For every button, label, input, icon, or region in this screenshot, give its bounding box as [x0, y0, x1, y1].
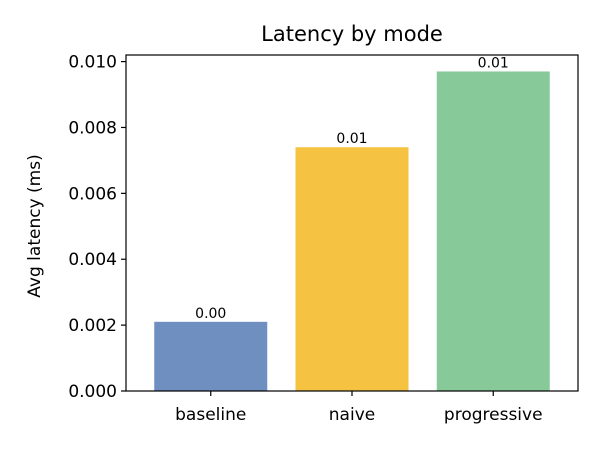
plot-area-frame [125, 54, 579, 392]
bar-labels-layer: 0.00 0.01 0.01 [195, 55, 509, 321]
x-tick-label-progressive: progressive [444, 405, 543, 425]
x-axis-ticks: baseline naive progressive [175, 391, 543, 425]
y-tick-label: 0.010 [68, 53, 117, 73]
bar-baseline [154, 321, 268, 391]
x-tick-label-naive: naive [329, 405, 375, 425]
y-tick-label: 0.002 [68, 316, 117, 336]
bar-value-label-baseline: 0.00 [195, 306, 226, 322]
y-tick-label: 0.006 [68, 184, 117, 204]
y-axis-ticks: 0.000 0.002 0.004 0.006 0.008 0.010 [68, 53, 126, 402]
bar-progressive [436, 71, 550, 391]
bars-layer [154, 71, 550, 391]
bar-naive [295, 147, 409, 391]
y-tick-label: 0.008 [68, 118, 117, 138]
x-tick-label-baseline: baseline [175, 405, 246, 425]
y-tick-label: 0.000 [68, 382, 117, 402]
bar-value-label-progressive: 0.01 [478, 55, 509, 71]
bar-value-label-naive: 0.01 [336, 131, 367, 147]
y-axis-label: Avg latency (ms) [25, 154, 45, 297]
chart-title: Latency by mode [261, 22, 443, 46]
y-tick-label: 0.004 [68, 250, 117, 270]
